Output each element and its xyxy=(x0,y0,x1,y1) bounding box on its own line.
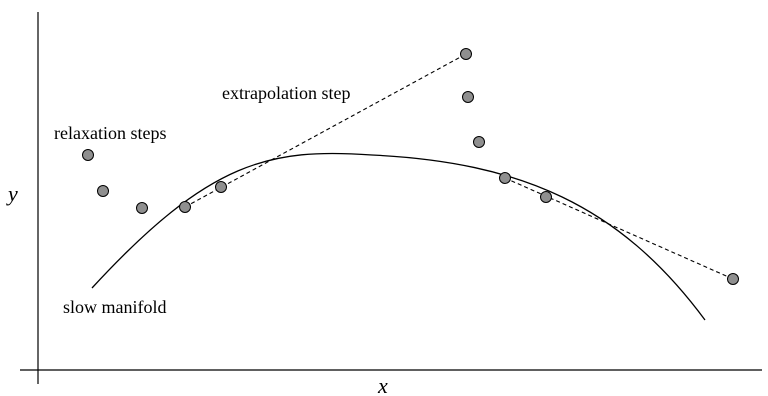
extrapolation-line xyxy=(504,177,734,280)
relaxation-point xyxy=(499,172,511,184)
points-group xyxy=(82,48,739,285)
relaxation-point xyxy=(82,149,94,161)
slow-manifold-label: slow manifold xyxy=(63,297,167,317)
relaxation-point xyxy=(473,136,485,148)
relaxation-steps-label: relaxation steps xyxy=(54,123,166,143)
relaxation-point xyxy=(462,91,474,103)
slow-manifold-curve xyxy=(91,152,706,321)
relaxation-point xyxy=(97,185,109,197)
relaxation-point xyxy=(179,201,191,213)
relaxation-point xyxy=(136,202,148,214)
relaxation-point xyxy=(540,191,552,203)
extrapolated-point xyxy=(727,273,739,285)
extrapolation-step-label: extrapolation step xyxy=(222,83,350,103)
relaxation-point xyxy=(215,181,227,193)
extrapolation-line xyxy=(184,53,467,208)
y-axis-label: y xyxy=(6,181,18,206)
x-axis-label: x xyxy=(377,373,388,396)
extrapolated-point xyxy=(460,48,472,60)
